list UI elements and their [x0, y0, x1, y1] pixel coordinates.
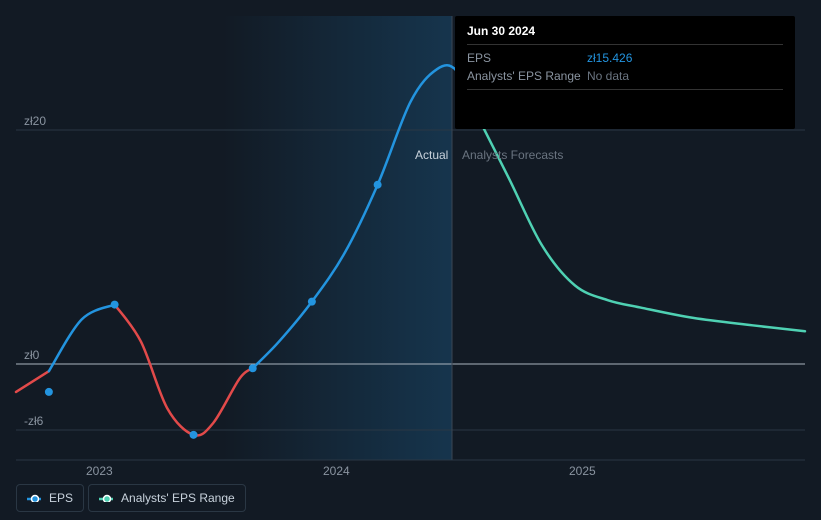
- tooltip-row-value: No data: [587, 69, 629, 83]
- eps-chart: zł20 zł0 -zł6 2023 2024 2025 Actual Analysts…: [0, 0, 821, 520]
- y-axis-tick: zł0: [24, 348, 39, 362]
- y-axis-tick: -zł6: [24, 414, 43, 428]
- chart-tooltip: Jun 30 2024 EPS zł15.426 Analysts' EPS R…: [455, 16, 795, 129]
- legend-swatch-icon: [27, 494, 41, 502]
- tooltip-row-label: EPS: [467, 51, 587, 65]
- legend-item-eps[interactable]: EPS: [16, 484, 84, 512]
- tooltip-row-value: zł15.426: [587, 51, 632, 65]
- chart-legend: EPS Analysts' EPS Range: [16, 484, 246, 512]
- legend-swatch-icon: [99, 494, 113, 502]
- x-axis-tick: 2023: [86, 464, 113, 478]
- y-axis-tick: zł20: [24, 114, 46, 128]
- tooltip-row-label: Analysts' EPS Range: [467, 69, 587, 83]
- tooltip-date: Jun 30 2024: [467, 24, 783, 45]
- forecast-label: Analysts Forecasts: [462, 148, 563, 162]
- legend-item-range[interactable]: Analysts' EPS Range: [88, 484, 246, 512]
- legend-item-label: EPS: [49, 491, 73, 505]
- actual-label: Actual: [415, 148, 448, 162]
- x-axis-tick: 2024: [323, 464, 350, 478]
- legend-item-label: Analysts' EPS Range: [121, 491, 235, 505]
- x-axis-tick: 2025: [569, 464, 596, 478]
